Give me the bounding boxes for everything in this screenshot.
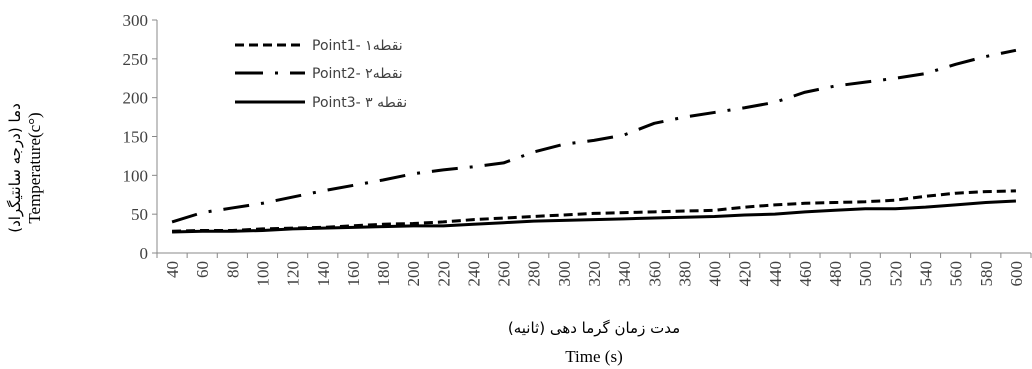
- x-axis-title-en: Time (s): [565, 347, 622, 366]
- y-tick-label: 150: [123, 128, 149, 147]
- legend-label-point2: Point2- نقطه۲: [312, 66, 403, 82]
- x-tick-label: 340: [615, 261, 634, 287]
- x-tick-label: 60: [193, 261, 212, 278]
- x-tick-label: 520: [886, 261, 905, 287]
- x-tick-label: 540: [917, 261, 936, 287]
- y-tick-label: 250: [123, 50, 149, 69]
- y-tick-label: 0: [140, 244, 149, 263]
- x-tick-label: 220: [434, 261, 453, 287]
- legend: Point1- نقطه۱ Point2- نقطه۲ Point3- نقطه ۳: [235, 38, 407, 111]
- x-tick-label: 580: [977, 261, 996, 287]
- x-tick-label: 260: [495, 261, 514, 287]
- x-tick-label: 180: [374, 261, 393, 287]
- x-tick-label: 140: [314, 261, 333, 287]
- x-tick-label: 500: [856, 261, 875, 287]
- y-tick-label: 50: [131, 205, 148, 224]
- axes: [156, 20, 1031, 254]
- legend-label-point1: Point1- نقطه۱: [312, 38, 403, 54]
- x-tick-label: 600: [1007, 261, 1026, 287]
- x-tick-label: 480: [826, 261, 845, 287]
- x-tick-label: 440: [766, 261, 785, 287]
- x-tick-label: 420: [736, 261, 755, 287]
- y-axis-ticks: 0 50 100 150 200 250 300: [123, 11, 157, 263]
- x-tick-label: 80: [223, 261, 242, 278]
- x-axis-ticks: 40 60 80 100 120 140 160 180 200 220 240 260 280 300 3…: [156, 253, 1032, 287]
- x-tick-label: 380: [675, 261, 694, 287]
- x-tick-label: 200: [404, 261, 423, 287]
- x-tick-label: 40: [163, 261, 182, 278]
- series-lines: [171, 48, 1017, 234]
- x-tick-label: 100: [253, 261, 272, 287]
- x-tick-label: 360: [645, 261, 664, 287]
- x-tick-label: 240: [464, 261, 483, 287]
- x-tick-label: 120: [284, 261, 303, 287]
- series-line-point3: [172, 199, 1017, 234]
- legend-label-point3: Point3- نقطه ۳: [312, 95, 407, 111]
- x-tick-label: 400: [706, 261, 725, 287]
- y-tick-label: 300: [123, 11, 149, 30]
- series-line-point2: [171, 48, 1017, 224]
- x-tick-label: 460: [796, 261, 815, 287]
- x-tick-label: 320: [585, 261, 604, 287]
- y-axis-title-en: Temperature(c°): [25, 112, 44, 223]
- y-tick-label: 100: [123, 166, 149, 185]
- x-tick-label: 160: [344, 261, 363, 287]
- x-tick-label: 300: [555, 261, 574, 287]
- x-tick-label: 280: [525, 261, 544, 287]
- y-axis-title-fa: دما (درجه سانتیگراد): [6, 103, 24, 233]
- x-tick-label: 560: [947, 261, 966, 287]
- y-tick-label: 200: [123, 89, 149, 108]
- x-axis-title-fa: مدت زمان گرما دهی (ثانیه): [508, 319, 680, 337]
